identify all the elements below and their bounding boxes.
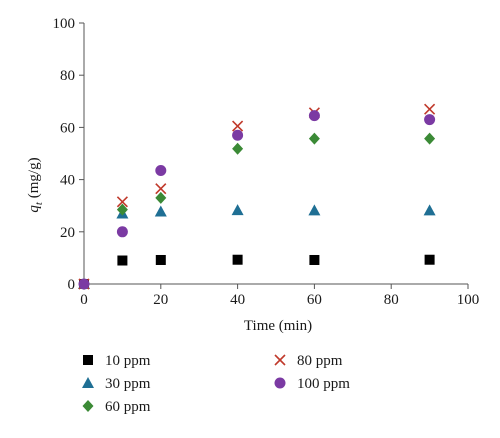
data-point [116,226,128,238]
data-point [155,164,167,176]
data-point [155,191,167,204]
legend-label: 60 ppm [105,399,151,415]
x-tick-label: 0 [80,292,88,308]
series-1 [78,204,436,289]
series-2 [78,132,436,290]
data-point [423,204,436,216]
data-point [308,204,321,216]
legend-item: 100 ppm [274,376,350,392]
data-point [424,132,436,145]
y-axis-title: qt (mg/g) [26,157,45,212]
legend: 10 ppm 30 ppm 60 ppm 80 ppm 100 ppm [82,353,350,415]
data-point [154,205,167,217]
data-point [116,203,128,216]
series-3 [78,103,436,290]
legend-label: 80 ppm [297,353,343,369]
legend-label: 10 ppm [105,353,151,369]
data-point [116,196,128,208]
data-point [424,254,435,265]
x-tick-label: 100 [457,292,480,308]
data-point [424,103,436,115]
cross-stroke [274,354,286,366]
legend-marker [82,377,94,388]
y-tick-label: 100 [53,16,76,32]
legend-item: 10 ppm [83,353,151,369]
y-tick-label: 60 [60,120,75,136]
cross-stroke [116,196,128,208]
cross-stroke [232,120,244,132]
y-tick-label: 20 [60,225,75,241]
series-4 [78,110,436,290]
x-tick-label: 20 [153,292,168,308]
legend-marker [274,377,286,389]
data-point [232,142,244,155]
data-point [424,114,436,126]
data-point [232,120,244,132]
data-point [308,132,320,145]
legend-item: 60 ppm [82,399,151,415]
data-point [117,255,128,266]
data-point [78,278,90,290]
legend-marker [274,354,286,366]
y-tick-label: 80 [60,68,75,84]
x-tick-label: 60 [307,292,322,308]
legend-item: 80 ppm [274,353,343,369]
legend-label: 30 ppm [105,376,151,392]
x-tick-label: 80 [384,292,399,308]
data-point [155,254,166,265]
x-tick-label: 40 [230,292,245,308]
axes: 0 20 40 60 80 100 0 20 40 60 80 100 [53,16,480,308]
data-point [155,183,167,195]
cross-stroke [424,103,436,115]
data-points [78,103,436,290]
cross-stroke [155,183,167,195]
legend-marker [83,355,93,365]
legend-item: 30 ppm [82,376,151,392]
data-point [231,204,244,216]
data-point [308,110,320,122]
data-point [232,254,243,265]
legend-marker [82,400,94,412]
data-point [232,129,244,141]
x-axis-title: Time (min) [244,318,312,334]
y-tick-label: 0 [68,277,76,293]
legend-label: 100 ppm [297,376,350,392]
data-point [309,254,320,265]
y-tick-label: 40 [60,173,75,189]
